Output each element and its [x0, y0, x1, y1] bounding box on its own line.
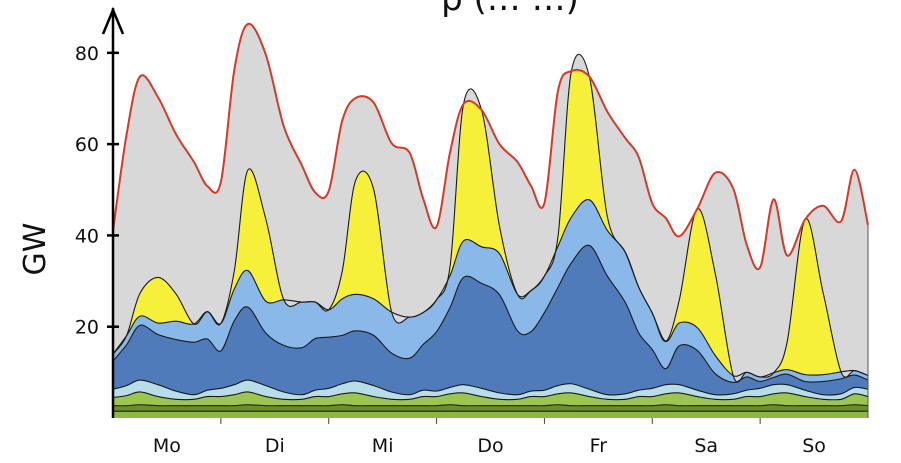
- y-axis-label: GW: [18, 223, 53, 276]
- x-tick-label-so: So: [802, 435, 826, 457]
- x-ticks: Mo Di Mi Do Fr Sa So: [153, 418, 826, 457]
- series-boundary-4: [112, 379, 869, 396]
- series-boundary-2: [112, 404, 869, 407]
- y-ticks: 20 40 60 80: [75, 43, 119, 339]
- chart-axes: 20 40 60 80 Mo Di Mi Do Fr Sa So: [75, 6, 826, 457]
- chart-areas: [113, 23, 868, 418]
- series-boundary-3: [112, 391, 869, 401]
- x-tick-label-mi: Mi: [372, 435, 394, 457]
- y-tick-label: 60: [75, 134, 99, 156]
- area-series-3: [113, 391, 868, 406]
- series-boundary-7: [112, 54, 869, 383]
- x-tick-label-mo: Mo: [153, 435, 181, 457]
- x-tick-label-di: Di: [265, 435, 285, 457]
- area-series-8: [113, 23, 868, 383]
- series-boundary-5: [112, 244, 869, 383]
- area-series-1: [113, 411, 868, 418]
- chart-title: p (… …): [441, 0, 579, 19]
- area-series-6: [113, 199, 868, 383]
- y-axis-arrow: [101, 6, 125, 35]
- x-tick-label-do: Do: [477, 435, 503, 457]
- area-series-7: [113, 54, 868, 383]
- y-tick-label: 20: [75, 317, 99, 339]
- x-tick-label-sa: Sa: [694, 435, 718, 457]
- y-tick-label: 40: [75, 225, 99, 247]
- x-tick-label-fr: Fr: [590, 435, 608, 457]
- total-load-line: [112, 22, 869, 271]
- area-series-2: [113, 404, 868, 412]
- y-tick-label: 80: [75, 43, 99, 65]
- area-series-5: [113, 245, 868, 396]
- chart-lines: [112, 22, 869, 418]
